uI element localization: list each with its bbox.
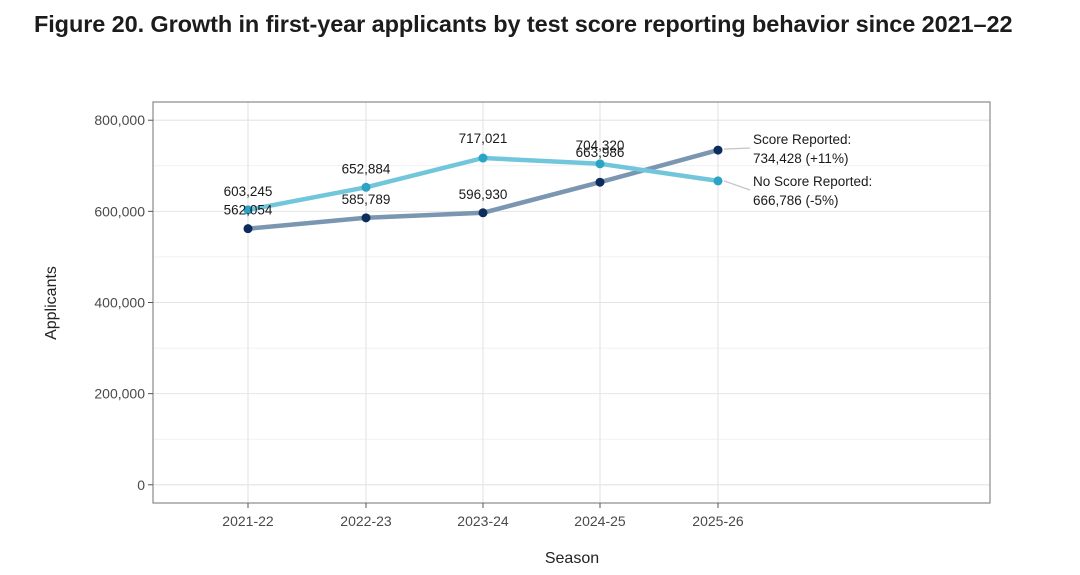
data-point [478,153,488,163]
data-label: 603,245 [224,184,273,199]
y-tick-label: 0 [137,477,145,493]
data-label: 652,884 [342,161,391,176]
y-axis-label: Applicants [43,266,60,340]
data-point [713,176,723,186]
x-tick-label: 2022-23 [340,513,392,529]
data-labels: 603,245 652,884 717,021 704,320 562,054 585,7… [224,131,873,218]
x-tick-label: 2021-22 [222,513,274,529]
data-point [361,182,371,192]
axes: 0 200,000 400,000 600,000 800,000 2021-22 2022… [94,112,744,529]
y-tick-label: 800,000 [94,112,145,128]
end-label-no-score-value: 666,786 (-5%) [753,193,839,208]
data-point [361,213,371,223]
callout-leader-line [723,180,751,191]
callout-leader-line [723,147,751,150]
data-label: 717,021 [459,131,508,146]
y-tick-label: 400,000 [94,295,145,311]
data-label: 596,930 [459,187,508,202]
data-point [595,177,605,187]
data-point [243,224,253,234]
data-label: 704,320 [576,138,625,153]
data-point [243,205,253,215]
data-point [595,159,605,169]
end-label-no-score-name: No Score Reported: [753,174,872,189]
page-title: Figure 20. Growth in first-year applican… [34,11,1013,37]
x-tick-label: 2025-26 [692,513,744,529]
x-tick-label: 2023-24 [457,513,509,529]
x-axis-label: Season [545,550,599,567]
data-point [713,145,723,155]
series-points [243,145,723,234]
x-tick-label: 2024-25 [574,513,626,529]
end-label-score-reported-value: 734,428 (+11%) [753,151,848,166]
y-tick-label: 600,000 [94,203,145,219]
data-label: 585,789 [342,192,391,207]
grid [153,102,990,503]
y-tick-label: 200,000 [94,386,145,402]
data-point [478,208,488,218]
data-label: 663,986 [576,145,625,160]
end-label-score-reported-name: Score Reported: [753,132,851,147]
data-label: 562,054 [224,203,273,218]
